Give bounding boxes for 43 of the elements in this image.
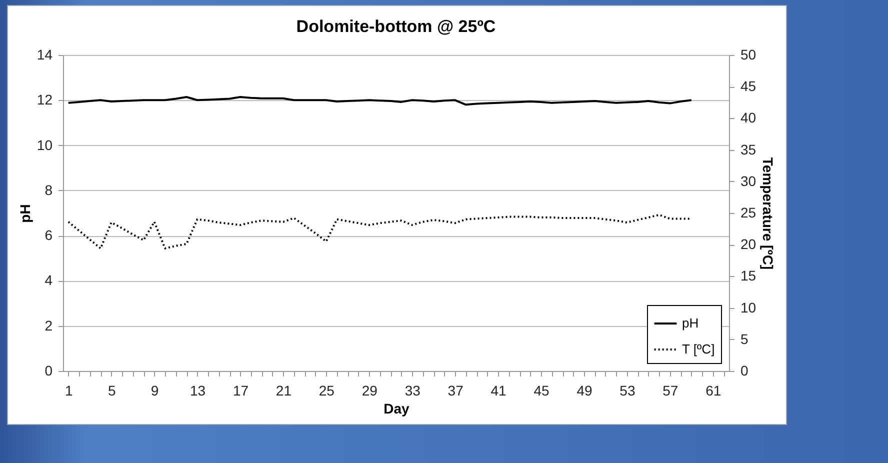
x-tick-label: 53 xyxy=(620,382,636,398)
line-series xyxy=(67,96,692,106)
y2-tick-label: 50 xyxy=(740,46,756,62)
y-tick-label: 10 xyxy=(36,136,53,153)
y2-tick-label: 0 xyxy=(740,362,748,378)
y-tick-label: 0 xyxy=(44,362,53,378)
x-tick-label: 37 xyxy=(448,382,464,398)
y-tick-label: 6 xyxy=(44,227,53,244)
y2-tick-label: 45 xyxy=(740,78,756,94)
y2-tick-label: 40 xyxy=(740,110,756,126)
x-tick-label: 13 xyxy=(190,382,206,398)
x-tick-label: 41 xyxy=(490,382,507,398)
x-tick-label: 21 xyxy=(276,382,292,398)
x-tick-label: 29 xyxy=(362,382,378,398)
y2-tick-label: 10 xyxy=(740,299,756,316)
x-tick-label: 45 xyxy=(534,382,550,398)
y-axis-title: pH xyxy=(16,204,33,223)
y-tick-label: 8 xyxy=(44,182,53,198)
x-tick-label: 17 xyxy=(232,382,249,398)
y2-axis-title: Temperature [ºC] xyxy=(760,157,776,270)
chart-title: Dolomite-bottom @ 25ºC xyxy=(296,17,496,36)
x-tick-label: 61 xyxy=(706,382,722,398)
y2-tick-label: 15 xyxy=(740,268,756,284)
y2-tick-label: 25 xyxy=(740,204,756,220)
x-tick-label: 1 xyxy=(64,382,73,398)
x-axis-title: Day xyxy=(384,400,410,416)
legend-label: pH xyxy=(682,316,699,330)
y-tick-label: 14 xyxy=(36,46,53,62)
y2-tick-label: 20 xyxy=(740,236,756,252)
x-tick-label: 25 xyxy=(318,382,335,398)
y-tick-label: 2 xyxy=(44,317,53,334)
line-series xyxy=(67,214,692,250)
x-tick-label: 9 xyxy=(150,382,159,398)
y-tick-label: 4 xyxy=(44,272,53,288)
x-tick-label: 49 xyxy=(576,382,592,398)
y-tick-label: 12 xyxy=(36,92,53,108)
x-tick-label: 57 xyxy=(662,382,678,398)
x-tick-label: 5 xyxy=(108,382,116,398)
y2-tick-label: 5 xyxy=(740,330,748,347)
x-tick-label: 33 xyxy=(404,382,421,398)
y2-tick-label: 30 xyxy=(740,172,756,189)
legend-label: T [ºC] xyxy=(682,342,715,356)
y2-tick-label: 35 xyxy=(740,141,756,158)
